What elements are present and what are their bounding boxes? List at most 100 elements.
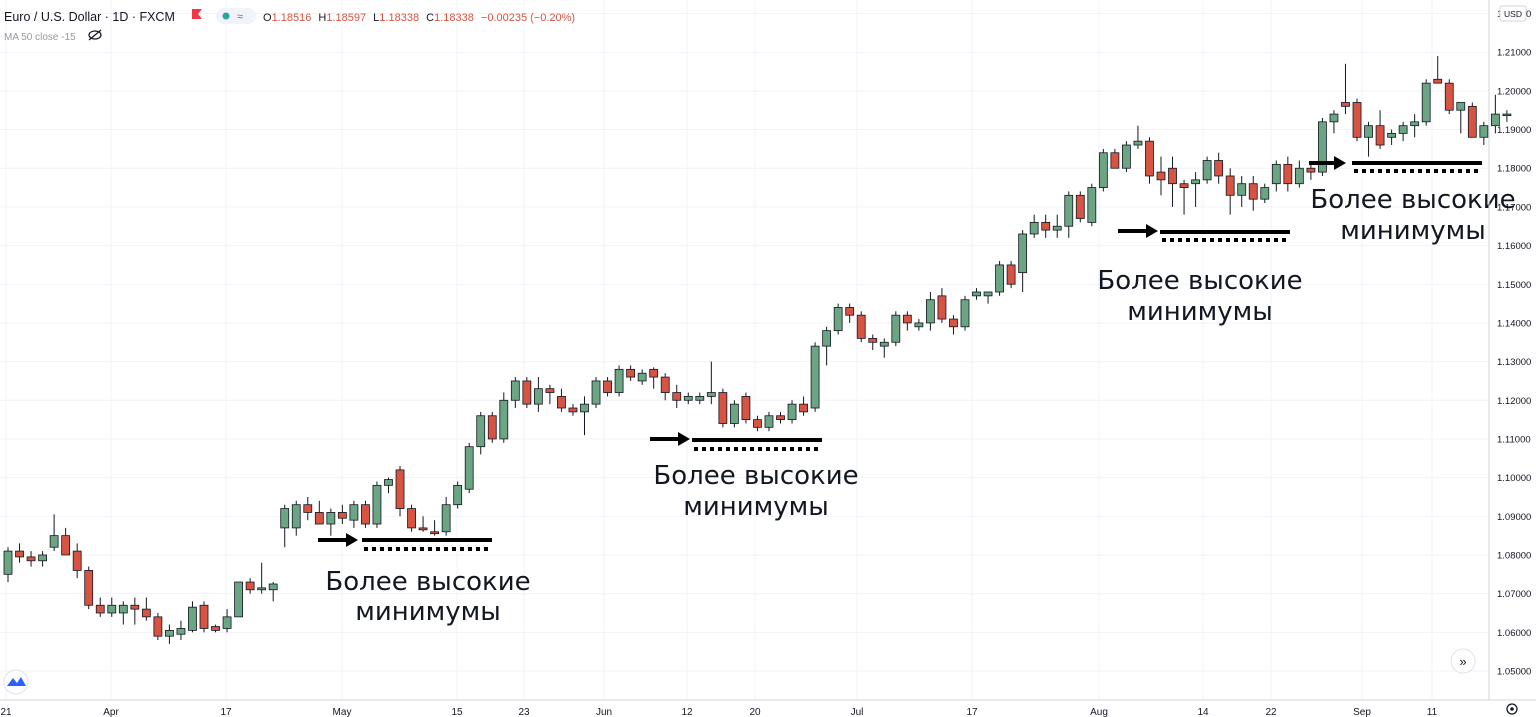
candle bbox=[165, 624, 174, 644]
candle-body bbox=[384, 479, 393, 486]
candle bbox=[84, 566, 94, 610]
eye-hidden-icon[interactable] bbox=[88, 29, 102, 41]
price-tick-label: 1.12000 bbox=[1497, 396, 1531, 407]
candle bbox=[1179, 179, 1189, 215]
status-pill[interactable] bbox=[216, 8, 256, 24]
annotation-1-line2: минимумы bbox=[355, 597, 501, 627]
price-axis[interactable]: 1.220001.210001.200001.190001.180001.170… bbox=[1497, 9, 1531, 677]
time-tick-label: Sep bbox=[1353, 707, 1371, 717]
arrow-head-3 bbox=[1146, 224, 1158, 238]
candle-body bbox=[914, 322, 924, 328]
candle bbox=[384, 477, 393, 494]
candle-body bbox=[1248, 183, 1258, 200]
candle-body bbox=[1075, 194, 1085, 219]
candle-body bbox=[1387, 133, 1396, 138]
candle-body bbox=[153, 616, 163, 637]
price-tick-label: 1.18000 bbox=[1497, 164, 1531, 175]
candle bbox=[1191, 172, 1200, 207]
candle bbox=[1294, 160, 1304, 188]
candle-body bbox=[649, 368, 659, 378]
candle-body bbox=[464, 446, 474, 490]
candle bbox=[95, 597, 105, 617]
candle-body bbox=[753, 419, 762, 428]
candle bbox=[1156, 156, 1166, 196]
candle bbox=[1052, 214, 1062, 238]
price-tick-label: 1.05000 bbox=[1497, 666, 1531, 677]
candle bbox=[695, 392, 705, 405]
candle bbox=[487, 411, 497, 443]
candle-body bbox=[787, 403, 797, 421]
candle bbox=[706, 361, 716, 405]
candle-body bbox=[856, 314, 866, 339]
candle bbox=[118, 601, 128, 625]
wave-icon: ≈ bbox=[237, 11, 243, 23]
candle-body bbox=[626, 368, 636, 378]
candle-body bbox=[199, 604, 209, 629]
candle bbox=[1375, 110, 1385, 149]
candle bbox=[257, 562, 267, 594]
candle-body bbox=[1479, 125, 1489, 138]
candle bbox=[776, 411, 785, 424]
price-tick-label: 1.13000 bbox=[1497, 357, 1531, 368]
candle-body bbox=[868, 337, 878, 343]
candle-body bbox=[84, 570, 94, 606]
candle-body bbox=[995, 264, 1004, 293]
candle bbox=[1075, 191, 1085, 223]
candle-body bbox=[683, 396, 693, 401]
candle bbox=[672, 384, 682, 409]
time-tick-label: 23 bbox=[518, 707, 530, 717]
candle bbox=[1248, 175, 1258, 211]
candle-body bbox=[1490, 113, 1500, 127]
ma-indicator-label[interactable]: MA 50 close -15 bbox=[4, 32, 76, 43]
candle-body bbox=[268, 583, 278, 591]
price-tick-label: 1.14000 bbox=[1497, 318, 1531, 329]
candle-body bbox=[1294, 167, 1304, 185]
flag-icon[interactable] bbox=[192, 9, 202, 19]
candle-body bbox=[1410, 121, 1420, 127]
candle bbox=[683, 392, 693, 405]
settings-gear-icon[interactable] bbox=[1506, 703, 1518, 715]
candle bbox=[995, 261, 1004, 296]
candle-body bbox=[960, 299, 970, 328]
candle bbox=[453, 481, 463, 509]
annotation-2-line2: минимумы bbox=[683, 492, 829, 522]
legend: Euro / U.S. Dollar · 1D · FXCM ≈ O1.1851… bbox=[4, 8, 575, 43]
candle-body bbox=[776, 415, 785, 421]
annotation-1-line1: Более высокие bbox=[325, 567, 530, 597]
candle-body bbox=[314, 512, 324, 525]
currency-badge[interactable] bbox=[1499, 5, 1527, 22]
candle bbox=[591, 377, 601, 409]
candle bbox=[1237, 175, 1247, 207]
candle-body bbox=[845, 307, 855, 316]
candle bbox=[764, 411, 774, 432]
price-tick-label: 1.15000 bbox=[1497, 280, 1531, 291]
candle-body bbox=[937, 295, 947, 320]
candle-body bbox=[1018, 233, 1028, 274]
candle bbox=[1225, 168, 1235, 215]
candle bbox=[810, 342, 820, 412]
scroll-to-realtime-button[interactable] bbox=[1450, 648, 1476, 674]
candle bbox=[1341, 63, 1350, 115]
price-tick-label: 1.20000 bbox=[1497, 86, 1531, 97]
candle-body bbox=[1398, 125, 1408, 134]
candle bbox=[130, 597, 140, 625]
candle-body bbox=[1456, 102, 1466, 111]
candle-body bbox=[533, 388, 543, 405]
candle bbox=[234, 581, 244, 618]
candle-body bbox=[764, 415, 774, 428]
candle bbox=[822, 326, 832, 366]
candle-body bbox=[972, 291, 981, 297]
candle-body bbox=[245, 581, 255, 591]
candle bbox=[557, 388, 566, 412]
candle-body bbox=[1122, 144, 1131, 169]
candle-body bbox=[1041, 221, 1051, 231]
time-axis[interactable]: 21 Apr 17 May 15 23 Jun 12 20 Jul 17 Aug 14 22 Sep 11 bbox=[0, 707, 1437, 717]
candle-body bbox=[95, 604, 105, 614]
candle-body bbox=[718, 392, 728, 424]
candle-body bbox=[1467, 105, 1477, 138]
time-tick-label: 14 bbox=[1197, 707, 1209, 717]
candle-body bbox=[510, 380, 520, 401]
candle-body bbox=[487, 415, 497, 440]
candle-body bbox=[1202, 160, 1212, 181]
